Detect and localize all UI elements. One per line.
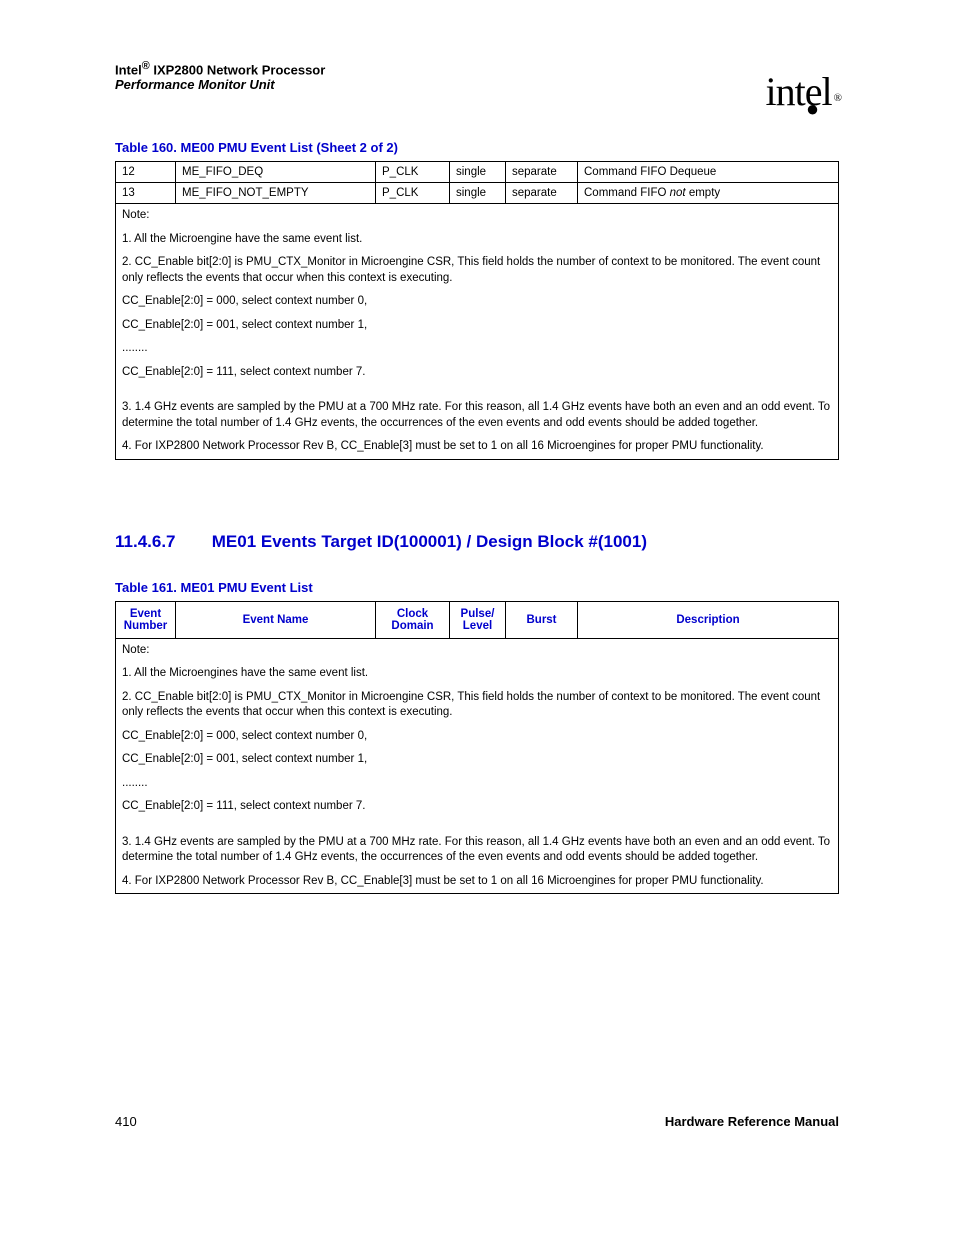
table161-notes: Note: 1. All the Microengines have the s… [115, 639, 839, 895]
header-product: Intel® IXP2800 Network Processor Perform… [115, 60, 325, 92]
cell-event-number: 13 [116, 183, 176, 204]
note-4: 4. For IXP2800 Network Processor Rev B, … [116, 870, 838, 894]
section-title: ME01 Events Target ID(100001) / Design B… [212, 532, 647, 551]
note-cc7: CC_Enable[2:0] = 111, select context num… [116, 361, 838, 385]
table-row: 12 ME_FIFO_DEQ P_CLK single separate Com… [116, 162, 839, 183]
header-product-name: IXP2800 Network Processor [150, 62, 326, 77]
page-container: Intel® IXP2800 Network Processor Perform… [0, 0, 954, 1179]
note-4: 4. For IXP2800 Network Processor Rev B, … [116, 435, 838, 459]
table160-notes: Note: 1. All the Microengine have the sa… [115, 204, 839, 460]
logo-reg: ® [834, 92, 841, 104]
header-brand: Intel [115, 62, 142, 77]
cell-description: Command FIFO Dequeue [578, 162, 839, 183]
cell-clock: P_CLK [376, 162, 450, 183]
note-cc0: CC_Enable[2:0] = 000, select context num… [116, 725, 838, 749]
note-dots: ........ [116, 337, 838, 361]
table-header-row: Event Number Event Name Clock Domain Pul… [116, 601, 839, 638]
manual-title: Hardware Reference Manual [665, 1114, 839, 1129]
cell-burst: separate [506, 183, 578, 204]
note-cc1: CC_Enable[2:0] = 001, select context num… [116, 314, 838, 338]
table160: 12 ME_FIFO_DEQ P_CLK single separate Com… [115, 161, 839, 204]
th-event-number: Event Number [116, 601, 176, 638]
table161-caption: Table 161. ME01 PMU Event List [115, 580, 839, 595]
intel-logo: inte●l® [766, 72, 839, 112]
note-3: 3. 1.4 GHz events are sampled by the PMU… [116, 396, 838, 435]
logo-text: inte●l [766, 69, 832, 114]
page-footer: 410 Hardware Reference Manual [115, 1114, 839, 1129]
table161: Event Number Event Name Clock Domain Pul… [115, 601, 839, 639]
cell-pulse-level: single [450, 183, 506, 204]
cell-pulse-level: single [450, 162, 506, 183]
desc-suffix: empty [686, 187, 721, 199]
desc-em: not [670, 187, 686, 199]
th-pulse-level: Pulse/ Level [450, 601, 506, 638]
note-cc1: CC_Enable[2:0] = 001, select context num… [116, 748, 838, 772]
note-label: Note: [116, 204, 838, 228]
desc-prefix: Command FIFO [584, 187, 670, 199]
note-cc7: CC_Enable[2:0] = 111, select context num… [116, 795, 838, 819]
th-event-name: Event Name [176, 601, 376, 638]
table160-caption: Table 160. ME00 PMU Event List (Sheet 2 … [115, 140, 839, 155]
section-number: 11.4.6.7 [115, 532, 207, 552]
cell-clock: P_CLK [376, 183, 450, 204]
header-reg: ® [142, 60, 150, 72]
note-cc0: CC_Enable[2:0] = 000, select context num… [116, 290, 838, 314]
cell-event-name: ME_FIFO_DEQ [176, 162, 376, 183]
note-gap [116, 384, 838, 396]
note-3: 3. 1.4 GHz events are sampled by the PMU… [116, 831, 838, 870]
note-label: Note: [116, 639, 838, 663]
note-1: 1. All the Microengines have the same ev… [116, 662, 838, 686]
header-title-line2: Performance Monitor Unit [115, 77, 325, 92]
th-clock: Clock Domain [376, 601, 450, 638]
cell-event-number: 12 [116, 162, 176, 183]
note-dots: ........ [116, 772, 838, 796]
note-2: 2. CC_Enable bit[2:0] is PMU_CTX_Monitor… [116, 251, 838, 290]
cell-event-name: ME_FIFO_NOT_EMPTY [176, 183, 376, 204]
page-number: 410 [115, 1114, 137, 1129]
cell-burst: separate [506, 162, 578, 183]
cell-description: Command FIFO not empty [578, 183, 839, 204]
section-heading: 11.4.6.7 ME01 Events Target ID(100001) /… [115, 532, 839, 552]
th-description: Description [578, 601, 839, 638]
note-1: 1. All the Microengine have the same eve… [116, 228, 838, 252]
page-header: Intel® IXP2800 Network Processor Perform… [115, 60, 839, 112]
note-2: 2. CC_Enable bit[2:0] is PMU_CTX_Monitor… [116, 686, 838, 725]
table-row: 13 ME_FIFO_NOT_EMPTY P_CLK single separa… [116, 183, 839, 204]
header-title-line1: Intel® IXP2800 Network Processor [115, 60, 325, 77]
note-gap [116, 819, 838, 831]
th-burst: Burst [506, 601, 578, 638]
